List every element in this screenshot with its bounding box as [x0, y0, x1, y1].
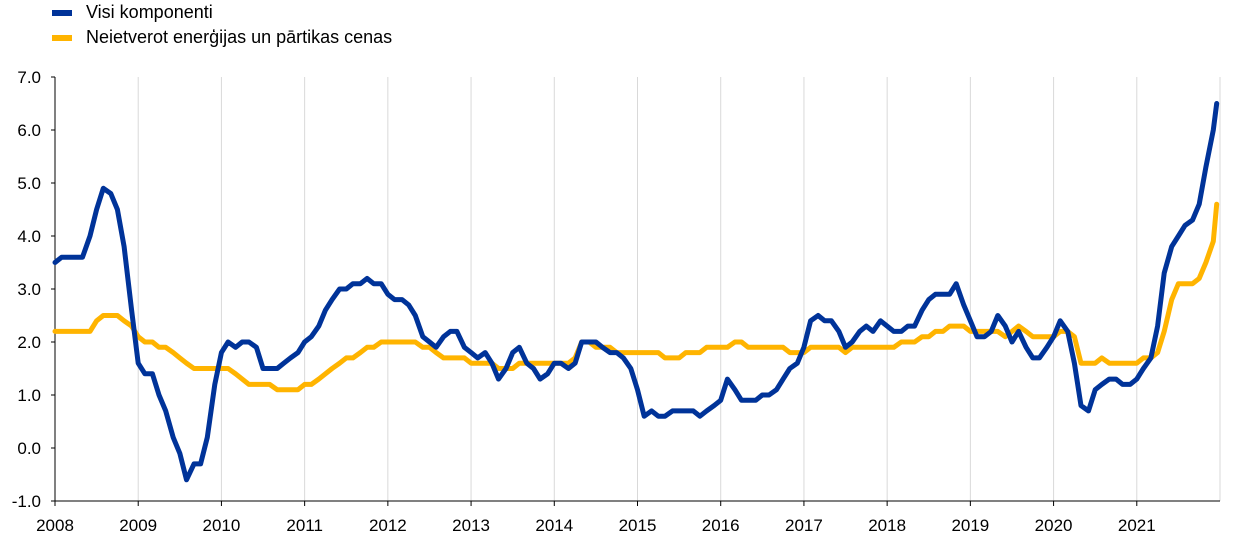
x-tick-label: 2008	[36, 516, 74, 535]
x-tick-label: 2018	[868, 516, 906, 535]
y-tick-label: 0.0	[17, 439, 41, 458]
x-tick-label: 2013	[452, 516, 490, 535]
legend-label: Neietverot enerģijas un pārtikas cenas	[86, 27, 393, 47]
y-tick-label: 3.0	[17, 280, 41, 299]
legend-label: Visi komponenti	[86, 2, 213, 22]
legend-swatch-yellow	[52, 34, 72, 41]
x-tick-label: 2010	[203, 516, 241, 535]
y-tick-label: 7.0	[17, 68, 41, 87]
x-tick-label: 2015	[619, 516, 657, 535]
x-tick-label: 2014	[535, 516, 573, 535]
y-tick-label: 5.0	[17, 174, 41, 193]
legend-item-core-inflation[interactable]: Neietverot enerģijas un pārtikas cenas	[52, 25, 392, 50]
x-tick-label: 2019	[951, 516, 989, 535]
legend: Visi komponenti Neietverot enerģijas un …	[52, 0, 392, 50]
x-tick-label: 2021	[1118, 516, 1156, 535]
y-tick-label: 1.0	[17, 386, 41, 405]
x-tick-label: 2020	[1035, 516, 1073, 535]
x-tick-label: 2016	[702, 516, 740, 535]
series-line-visi-komponenti	[52, 101, 1220, 483]
y-tick-label: 6.0	[17, 121, 41, 140]
series-line-core-inflation	[52, 201, 1220, 393]
y-tick-label: 2.0	[17, 333, 41, 352]
x-tick-label: 2009	[119, 516, 157, 535]
y-tick-label: -1.0	[12, 492, 41, 511]
legend-item-visi-komponenti[interactable]: Visi komponenti	[52, 0, 392, 25]
x-tick-label: 2012	[369, 516, 407, 535]
x-tick-label: 2011	[286, 516, 323, 535]
y-tick-label: 4.0	[17, 227, 41, 246]
x-tick-label: 2017	[785, 516, 823, 535]
legend-swatch-blue	[52, 9, 72, 16]
